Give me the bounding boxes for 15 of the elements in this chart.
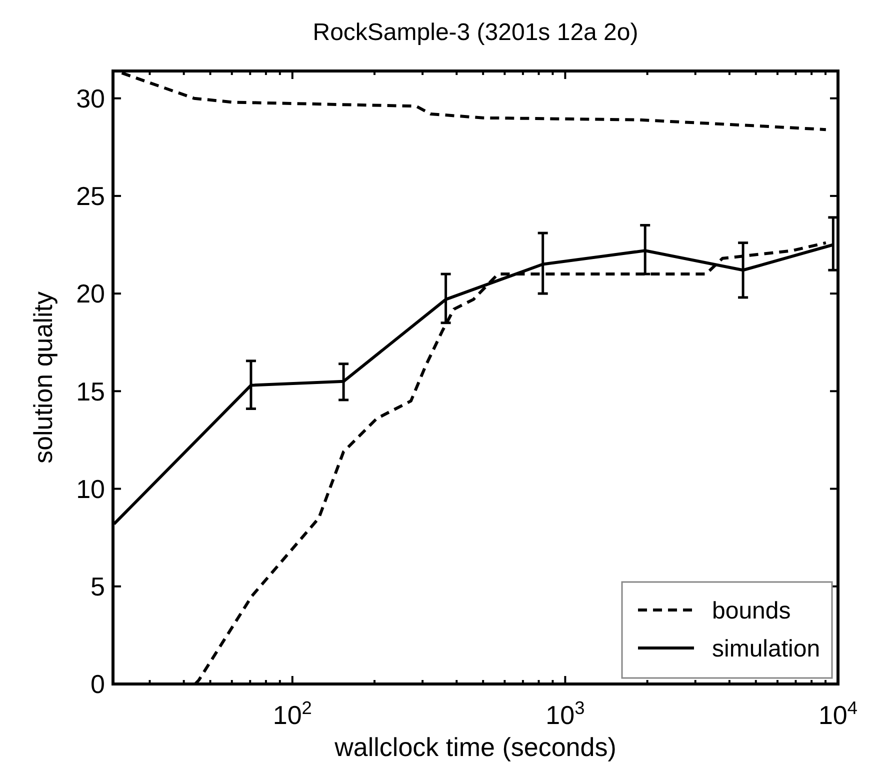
y-tick-label: 0 <box>90 669 105 700</box>
y-tick-label: 15 <box>76 376 105 406</box>
y-tick-label: 30 <box>76 83 105 114</box>
y-tick-label: 10 <box>76 474 105 504</box>
x-tick-label: 10$^{2}$ <box>272 698 312 730</box>
y-tick-label: 25 <box>76 181 105 212</box>
legend-label: simulation <box>712 635 820 662</box>
x-tick-label: 10$^{3}$ <box>546 698 585 730</box>
chart-title: RockSample-3 (3201s 12a 2o) <box>312 19 638 46</box>
x-tick-label: 10$^{4}$ <box>818 698 858 730</box>
x-axis-title: wallclock time (seconds) <box>334 732 616 762</box>
y-tick-label: 5 <box>90 571 105 602</box>
y-axis-title: solution quality <box>28 292 58 464</box>
legend-label: bounds <box>712 597 791 624</box>
y-tick-label: 20 <box>76 278 105 309</box>
